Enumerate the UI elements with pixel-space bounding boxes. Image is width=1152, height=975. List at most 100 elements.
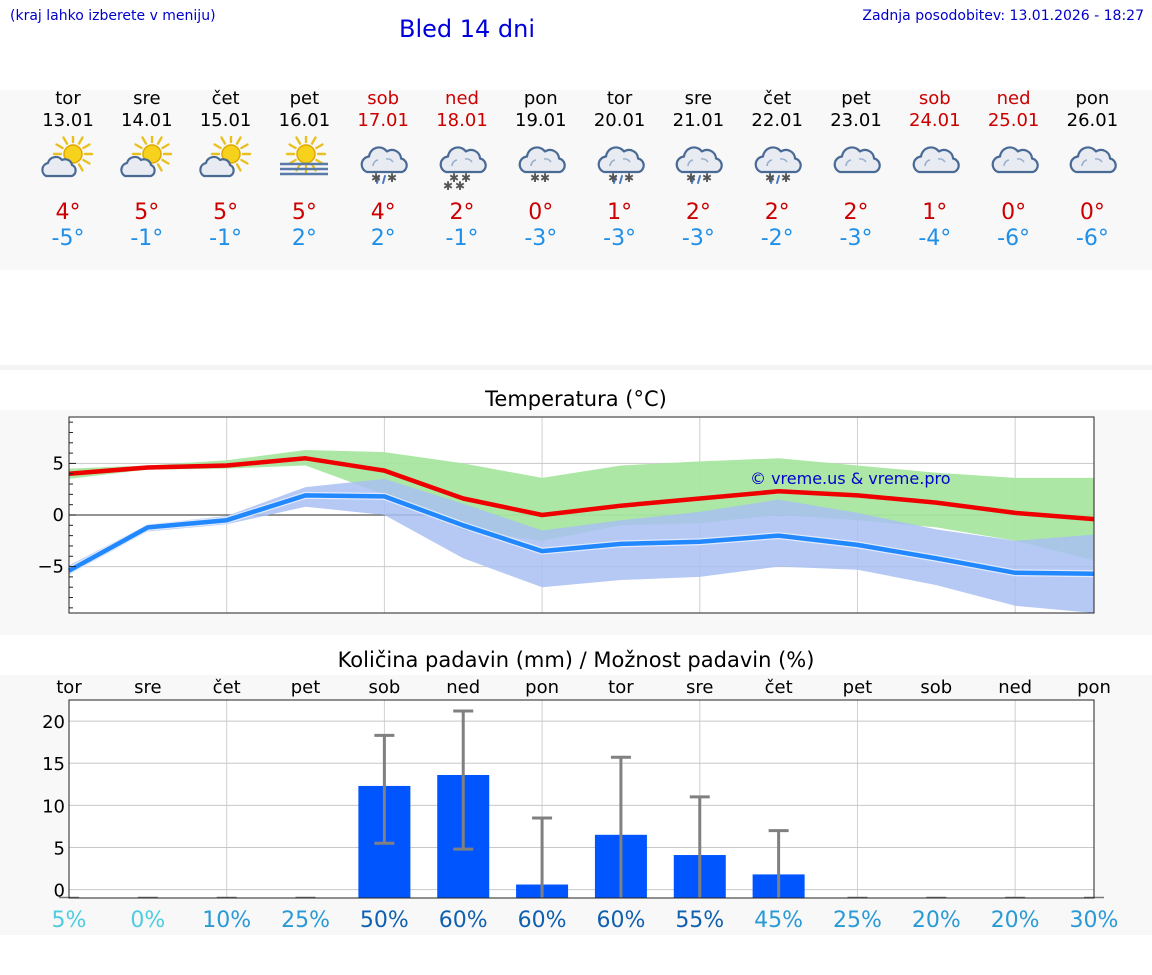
sun-cloud-icon xyxy=(41,136,94,178)
sun-cloud-icon xyxy=(120,136,172,178)
precip-chance-label: 25% xyxy=(833,908,882,933)
day-column: pon 26.01 0° -6° xyxy=(1054,88,1130,252)
day-column: čet 22.01 ✱ ✱ 2° -2° xyxy=(739,88,815,252)
y-tick-label: 5 xyxy=(53,453,64,474)
day-name: ned xyxy=(996,88,1031,109)
precip-chance-label: 20% xyxy=(991,908,1040,933)
min-temp: -1° xyxy=(209,226,243,251)
svg-text:✱: ✱ xyxy=(461,171,471,185)
section-divider xyxy=(0,365,1152,370)
min-temp: -2° xyxy=(760,226,794,251)
precip-chance-label: 30% xyxy=(1070,908,1119,933)
day-column: sre 21.01 ✱ ✱ 2° -3° xyxy=(660,88,736,252)
day-date: 15.01 xyxy=(199,110,252,131)
max-temp: 0° xyxy=(1001,200,1027,225)
y-tick-label: 0 xyxy=(53,505,64,526)
y-tick-label: 15 xyxy=(42,754,65,775)
precip-chance-label: 60% xyxy=(518,908,567,933)
precip-day-label: pet xyxy=(291,677,321,698)
day-column: pet 23.01 2° -3° xyxy=(818,88,894,252)
day-date: 19.01 xyxy=(515,110,567,131)
day-date: 26.01 xyxy=(1066,110,1119,131)
day-column: tor 20.01 ✱ ✱ 1° -3° xyxy=(582,88,658,252)
min-temp: -3° xyxy=(681,226,715,251)
precip-day-label: ned xyxy=(998,677,1032,698)
day-column: sob 17.01 ✱ ✱ 4° 2° xyxy=(345,88,421,252)
svg-text:✱: ✱ xyxy=(455,179,465,192)
temperature-chart: −5 0 5 © vreme.us & vreme.pro xyxy=(37,416,1095,614)
day-name: sre xyxy=(133,88,161,109)
svg-text:✱: ✱ xyxy=(540,171,550,185)
precip-day-label: sob xyxy=(920,677,952,698)
location-hint[interactable]: (kraj lahko izberete v meniju) xyxy=(10,8,216,24)
precip-day-label: pet xyxy=(843,677,873,698)
precip-chance-label: 25% xyxy=(281,908,330,933)
y-tick-label: −5 xyxy=(37,557,64,578)
day-date: 18.01 xyxy=(436,110,488,131)
max-temp: 5° xyxy=(134,200,160,225)
day-name: sob xyxy=(367,88,400,109)
day-column: pet 16.01 5° 2° xyxy=(266,88,342,252)
max-temp: 0° xyxy=(1079,200,1105,225)
max-temp: 2° xyxy=(685,200,711,225)
day-date: 24.01 xyxy=(909,110,961,131)
temperature-chart-title: Temperatura (°C) xyxy=(485,387,667,411)
cloud-snow-icon: ✱ ✱✱✱ xyxy=(439,146,487,192)
precip-day-label: pon xyxy=(525,677,559,698)
svg-text:✱: ✱ xyxy=(449,171,459,185)
day-date: 16.01 xyxy=(278,110,331,131)
day-date: 20.01 xyxy=(593,110,646,131)
max-temp: 0° xyxy=(528,200,554,225)
day-date: 22.01 xyxy=(751,110,803,131)
cloud-icon xyxy=(991,146,1039,174)
day-date: 25.01 xyxy=(987,110,1040,131)
cloud-sleet-icon: ✱ ✱ xyxy=(754,146,802,185)
precip-day-label: ned xyxy=(446,677,480,698)
min-temp: -3° xyxy=(839,226,873,251)
day-column: sob 24.01 1° -4° xyxy=(897,88,973,252)
day-name: čet xyxy=(763,88,792,109)
cloud-icon xyxy=(833,146,881,174)
y-tick-label: 20 xyxy=(42,712,65,733)
day-name: sre xyxy=(684,88,713,109)
watermark-text: © vreme.us & vreme.pro xyxy=(750,469,951,488)
max-temp: 1° xyxy=(922,200,948,225)
day-name: pon xyxy=(523,88,558,109)
min-temp: -3° xyxy=(524,226,558,251)
max-temp: 1° xyxy=(607,200,633,225)
last-update: Zadnja posodobitev: 13.01.2026 - 18:27 xyxy=(862,8,1144,24)
precip-day-label: pon xyxy=(1077,677,1111,698)
min-temp: -1° xyxy=(130,226,164,251)
precip-chance-label: 60% xyxy=(596,908,645,933)
day-date: 21.01 xyxy=(672,110,725,131)
day-name: tor xyxy=(606,88,633,109)
day-column: tor 13.01 4° -5° xyxy=(30,88,106,252)
min-temp: -5° xyxy=(51,226,85,251)
max-temp: 2° xyxy=(764,200,790,225)
precip-day-label: čet xyxy=(765,677,793,698)
svg-text:✱: ✱ xyxy=(781,171,791,185)
precip-chance-label: 5% xyxy=(52,908,87,933)
day-name: pon xyxy=(1075,88,1110,109)
day-date: 23.01 xyxy=(830,110,882,131)
svg-text:✱: ✱ xyxy=(686,171,696,185)
max-temp: 2° xyxy=(843,200,869,225)
day-column: ned 25.01 0° -6° xyxy=(976,88,1052,252)
svg-text:✱: ✱ xyxy=(371,171,381,185)
precip-chance-label: 20% xyxy=(912,908,961,933)
precip-chance-label: 45% xyxy=(754,908,803,933)
day-date: 13.01 xyxy=(42,110,94,131)
y-tick-label: 10 xyxy=(42,796,65,817)
precip-day-label: tor xyxy=(608,677,634,698)
day-date: 14.01 xyxy=(121,110,173,131)
min-temp: -3° xyxy=(603,226,637,251)
sun-cloud-icon xyxy=(198,136,251,178)
day-name: sob xyxy=(918,88,951,109)
svg-text:✱: ✱ xyxy=(608,171,618,185)
precip-day-label: sre xyxy=(686,677,713,698)
plot-frame xyxy=(68,699,1095,899)
svg-text:✱: ✱ xyxy=(702,171,712,185)
day-column: čet 15.01 5° -1° xyxy=(188,88,264,252)
svg-text:✱: ✱ xyxy=(765,171,775,185)
precip-day-label: sob xyxy=(368,677,400,698)
